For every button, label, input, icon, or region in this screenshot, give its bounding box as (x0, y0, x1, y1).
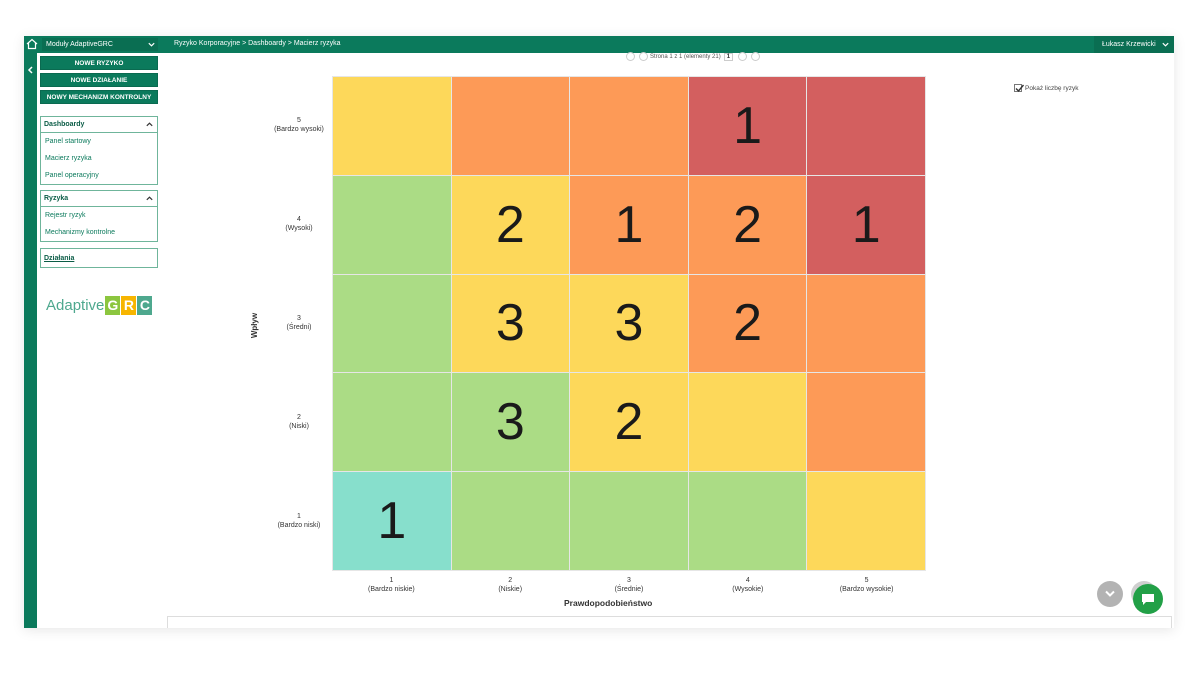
next-page-button[interactable] (738, 52, 748, 61)
user-menu[interactable]: Łukasz Krzewicki (1094, 36, 1174, 53)
x-axis-tick-label: 4 (Wysokie) (732, 577, 764, 593)
chevron-down-icon (1162, 42, 1169, 47)
app-window: Moduły AdaptiveGRC Ryzyko Korporacyjne >… (24, 36, 1174, 628)
chevron-up-icon (146, 122, 153, 127)
last-page-button[interactable] (751, 52, 761, 61)
matrix-cell[interactable] (807, 472, 925, 570)
matrix-cell[interactable]: 3 (570, 274, 688, 373)
module-selector[interactable]: Moduły AdaptiveGRC (42, 38, 158, 51)
matrix-cell[interactable] (807, 274, 925, 373)
home-icon[interactable] (25, 37, 39, 51)
actions-panel: Działania (40, 248, 158, 268)
x-axis-tick-label: 3 (Średnie) (614, 577, 644, 593)
user-name: Łukasz Krzewicki (1102, 41, 1156, 48)
risks-panel-header[interactable]: Ryzyka (41, 191, 157, 207)
x-axis-tick-label: 5 (Bardzo wysokie) (839, 577, 894, 593)
matrix-cell[interactable] (451, 77, 570, 175)
sidebar-item-rejestr-ryzyk[interactable]: Rejestr ryzyk (45, 212, 86, 219)
chevron-left-icon[interactable] (26, 65, 35, 75)
matrix-cell[interactable] (570, 472, 688, 570)
dashboards-panel: Dashboardy Panel startowy Macierz ryzyka… (40, 116, 158, 185)
matrix-cell[interactable]: 2 (570, 373, 688, 472)
matrix-cell[interactable]: 1 (688, 77, 807, 175)
first-page-button[interactable] (626, 52, 635, 61)
dashboards-panel-header[interactable]: Dashboardy (41, 117, 157, 133)
new-action-button[interactable]: NOWE DZIAŁANIE (40, 73, 158, 87)
matrix-cell[interactable] (688, 373, 807, 472)
matrix-cell[interactable] (807, 77, 925, 175)
matrix-cell[interactable]: 1 (570, 175, 688, 274)
scroll-down-button[interactable] (1097, 581, 1123, 607)
matrix-cell[interactable] (570, 77, 688, 175)
y-axis-tick-label: 2 (Niski) (289, 413, 309, 430)
sidebar-item-panel-startowy[interactable]: Panel startowy (45, 138, 91, 145)
chat-icon (1142, 594, 1154, 605)
risks-panel-title: Ryzyka (44, 195, 69, 202)
chevron-up-icon (146, 196, 153, 201)
x-axis-title: Prawdopodobieństwo (564, 598, 653, 608)
chevron-down-icon (1105, 590, 1115, 597)
x-axis-tick-label: 2 (Niskie) (498, 577, 523, 593)
pager-info: Strona 1 z 1 (elementy 21) (650, 53, 721, 60)
matrix-cell[interactable]: 3 (451, 373, 570, 472)
matrix-cell[interactable]: 1 (807, 175, 925, 274)
logo-letter-c: C (137, 295, 153, 315)
sidebar-item-panel-operacyjny[interactable]: Panel operacyjny (45, 172, 99, 179)
sidebar-item-dzialania[interactable]: Działania (44, 254, 75, 262)
matrix-cell[interactable] (333, 274, 451, 373)
matrix-cell[interactable] (333, 77, 451, 175)
matrix-cell[interactable]: 2 (688, 274, 807, 373)
matrix-cell[interactable] (451, 472, 570, 570)
y-axis-tick-label: 1 (Bardzo niski) (277, 512, 321, 529)
matrix-cell[interactable] (333, 373, 451, 472)
y-axis-tick-label: 5 (Bardzo wysoki) (274, 116, 324, 133)
new-control-button[interactable]: NOWY MECHANIZM KONTROLNY (40, 90, 158, 104)
logo-letter-g: G (105, 295, 121, 315)
matrix-cell[interactable]: 2 (451, 175, 570, 274)
matrix-cell[interactable]: 2 (688, 175, 807, 274)
adaptivegrc-logo: Adaptive G R C (46, 290, 153, 320)
x-axis-tick-label: 1 (Bardzo niskie) (368, 577, 415, 593)
bottom-panel (167, 616, 1172, 628)
logo-letter-r: R (121, 295, 137, 315)
pager: Strona 1 z 1 (elementy 21) 1 (624, 52, 762, 61)
matrix-cell[interactable]: 3 (451, 274, 570, 373)
risks-panel: Ryzyka Rejestr ryzyk Mechanizmy kontroln… (40, 190, 158, 242)
sidebar-item-mechanizmy-kontrolne[interactable]: Mechanizmy kontrolne (45, 229, 116, 236)
matrix-cell[interactable] (807, 373, 925, 472)
module-selector-label: Moduły AdaptiveGRC (46, 41, 113, 48)
left-strip (24, 53, 37, 628)
y-axis-tick-label: 4 (Wysoki) (285, 215, 313, 232)
breadcrumb: Ryzyko Korporacyjne > Dashboardy > Macie… (174, 40, 341, 47)
logo-text: Adaptive (46, 296, 105, 314)
matrix-cell[interactable]: 1 (333, 472, 451, 570)
page-number-input[interactable]: 1 (723, 52, 734, 61)
matrix-cell[interactable] (688, 472, 807, 570)
y-axis-tick-label: 3 (Średni) (286, 314, 312, 331)
show-count-checkbox[interactable]: Pokaż liczbę ryzyk (1014, 84, 1079, 93)
prev-page-button[interactable] (639, 52, 648, 61)
chevron-down-icon (148, 42, 155, 47)
new-risk-button[interactable]: NOWE RYZYKO (40, 56, 158, 70)
chat-button[interactable] (1133, 584, 1163, 614)
checkbox-icon (1014, 84, 1025, 93)
dashboards-panel-title: Dashboardy (44, 121, 85, 128)
top-bar: Moduły AdaptiveGRC Ryzyko Korporacyjne >… (24, 36, 1174, 53)
show-count-label: Pokaż liczbę ryzyk (1025, 84, 1079, 92)
sidebar: NOWE RYZYKO NOWE DZIAŁANIE NOWY MECHANIZ… (40, 56, 158, 268)
sidebar-item-macierz-ryzyka[interactable]: Macierz ryzyka (45, 155, 92, 162)
matrix-cell[interactable] (333, 175, 451, 274)
